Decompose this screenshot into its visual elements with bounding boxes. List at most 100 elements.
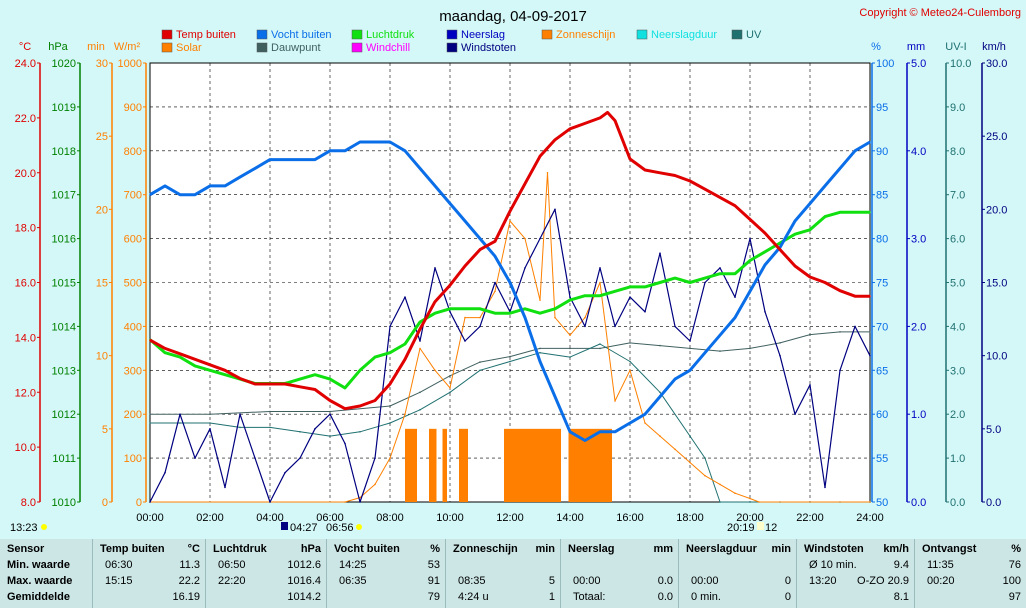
stats-row-label: Max. waarde	[7, 575, 73, 587]
windstoten-line-point	[179, 413, 181, 416]
axis-unit-solar: W/m²	[114, 41, 141, 53]
sunshine-block	[585, 428, 612, 502]
x-tick-label: 04:00	[256, 512, 284, 524]
legend-swatch-solar	[161, 42, 173, 53]
left-axes: 24.022.020.018.016.014.012.010.08.010201…	[15, 58, 147, 509]
temp-line-point	[779, 248, 781, 251]
tick-label-uv: 7.0	[950, 190, 965, 202]
stats-value: 0	[784, 591, 791, 603]
stats-header: Ontvangst%	[915, 541, 1026, 557]
legend-label-zonneschijn: Zonneschijn	[556, 29, 615, 41]
dauwpunt-line-point	[599, 347, 601, 350]
windstoten-line-point	[209, 428, 211, 430]
stats-header: Neerslagduur min	[679, 541, 797, 557]
windstoten-line-point	[239, 413, 241, 416]
stats-row: Ø 10 min. 9.4	[797, 557, 915, 573]
vocht-line-point	[629, 422, 631, 424]
solar-line-point	[719, 483, 721, 486]
dauwpunt-line-point	[839, 331, 841, 333]
luchtdruk-line-point	[689, 281, 691, 284]
solar-line-point	[644, 422, 646, 424]
windstoten-line-point	[749, 237, 751, 240]
stats-col-neerslagduur: Neerslagduur min 00:00 0 0 min. 0	[678, 539, 797, 608]
temp-line-point	[404, 358, 406, 361]
tick-label-wind: 0.0	[986, 497, 1001, 509]
tick-label-humidity: 65	[876, 365, 888, 377]
vocht-line-point	[149, 193, 151, 196]
windstoten-line-point	[809, 384, 811, 386]
stats-value: 9.4	[893, 559, 909, 571]
x-tick-label: 14:00	[556, 512, 584, 524]
stats-col-temp-buiten: Temp buiten °C 06:30 11.3 15:15 22.2 16.19	[92, 539, 206, 608]
tick-label-minutes: 10	[96, 351, 108, 363]
luchtdruk-line-point	[389, 351, 391, 354]
tick-label-wind: 5.0	[986, 424, 1001, 436]
temp-line-point	[359, 405, 361, 407]
tick-label-wind: 25.0	[986, 131, 1007, 143]
temp-line-point	[314, 388, 316, 391]
solar-line-point	[569, 334, 571, 337]
uv-line-point	[704, 457, 706, 459]
vocht-line-point	[584, 439, 586, 442]
stats-time: 06:35	[339, 575, 367, 587]
temp-line-point	[794, 265, 796, 267]
legend-swatch-uv	[731, 29, 743, 40]
stats-col-zonneschijn: Zonneschijn min 08:35 5 4:24 u 1	[445, 539, 561, 608]
vocht-line-point	[179, 193, 181, 196]
temp-line-point	[539, 155, 541, 158]
dauwpunt-line-point	[269, 410, 271, 413]
dauwpunt-line-point	[869, 331, 871, 333]
windstoten-line-point	[314, 428, 316, 430]
stats-value: 11.3	[179, 559, 200, 571]
stats-row: 16.19	[93, 589, 206, 605]
tick-label-pressure: 1016	[52, 234, 76, 246]
vocht-line-point	[464, 220, 466, 222]
tick-label-temp: 8.0	[21, 497, 36, 509]
vocht-line-point	[449, 202, 451, 205]
temp-line-point	[824, 281, 826, 284]
stats-header-unit: km/h	[883, 543, 909, 555]
temp-line-point	[434, 300, 436, 303]
solar-line-point	[599, 281, 601, 284]
dauwpunt-line-point	[809, 333, 811, 336]
vocht-line-point	[269, 158, 271, 161]
solar-line-point	[479, 316, 481, 319]
windstoten-line-point	[779, 354, 781, 357]
stats-value: 79	[427, 591, 440, 603]
x-axis-labels: 00:00 02:00 04:00 06:00 08:00 10:00 12:00 14:00…	[136, 512, 884, 524]
luchtdruk-line-point	[224, 373, 226, 376]
stats-row: 00:00 0	[679, 573, 797, 589]
solar-line-point	[734, 492, 736, 495]
luchtdruk-line-point	[854, 211, 856, 214]
stats-row: 8.1	[797, 589, 915, 605]
x-tick-label: 22:00	[796, 512, 824, 524]
temp-line-point	[674, 174, 676, 177]
solar-line-point	[404, 413, 406, 416]
windstoten-line-point	[149, 501, 151, 503]
tick-label-humidity: 75	[876, 278, 888, 290]
tick-label-uv: 6.0	[950, 234, 965, 246]
legend-swatch-temp-buiten	[161, 29, 173, 40]
tick-label-solar: 600	[124, 234, 142, 246]
tick-label-solar: 700	[124, 190, 142, 202]
right-axes: 100 95 90 85 80 75 70 65 60 55 50 5.0 4.0 3.0 2.0 1.0 0.…	[871, 58, 1007, 509]
x-tick-label: 16:00	[616, 512, 644, 524]
stats-value: 0.0	[657, 575, 673, 587]
tick-label-minutes: 0	[102, 497, 108, 509]
temp-line-point	[809, 276, 811, 278]
solar-line-point	[344, 501, 346, 503]
luchtdruk-line-point	[404, 343, 406, 345]
stats-row: 06:30 11.3	[93, 557, 206, 573]
solar-line-point	[659, 435, 661, 437]
stats-time: 00:20	[927, 575, 955, 587]
stats-header-name: Zonneschijn	[453, 543, 518, 555]
dauwpunt-line-point	[209, 413, 211, 416]
vocht-line-point	[839, 167, 841, 170]
temp-line-point	[644, 169, 646, 171]
tick-label-pressure: 1012	[52, 409, 76, 421]
luchtdruk-line-point	[374, 356, 376, 358]
luchtdruk-line-point	[824, 215, 826, 218]
stats-time: 08:35	[458, 575, 486, 587]
luchtdruk-line-point	[614, 290, 616, 293]
dauwpunt-line-point	[419, 391, 421, 394]
